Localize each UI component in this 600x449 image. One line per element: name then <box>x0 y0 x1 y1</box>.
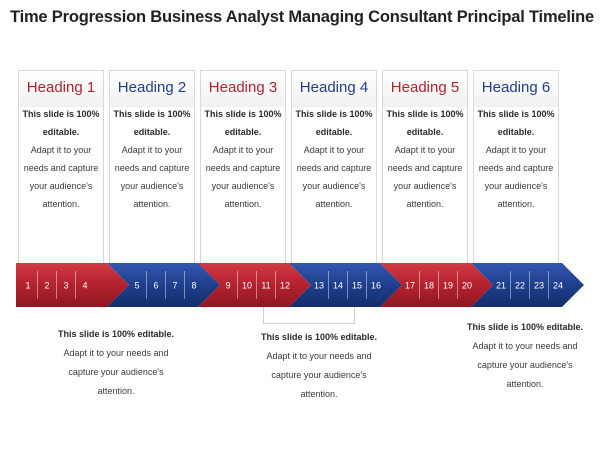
column-text: This slide is 100% editable. Adapt it to… <box>477 105 555 213</box>
bottom-note-2: This slide is 100% editable. Adapt it to… <box>256 328 382 404</box>
note-bold-text: This slide is 100% editable. <box>57 329 175 339</box>
column-text: This slide is 100% editable. Adapt it to… <box>113 105 191 213</box>
timeline-arrow-segment <box>198 263 311 307</box>
connector-bracket <box>263 305 355 324</box>
timeline-number: 2 <box>44 281 49 291</box>
timeline-number: 22 <box>515 281 525 291</box>
column-bold-text: This slide is 100% editable. <box>477 109 555 137</box>
timeline-number: 15 <box>352 281 362 291</box>
note-body-text: Adapt it to your needs and capture your … <box>63 348 169 396</box>
note-bold-text: This slide is 100% editable. <box>466 322 584 332</box>
timeline-arrow-segment <box>107 263 220 307</box>
column-bold-text: This slide is 100% editable. <box>386 109 464 137</box>
timeline-number: 24 <box>553 281 563 291</box>
column-body-text: Adapt it to your needs and capture your … <box>478 145 554 209</box>
timeline-column-2: Heading 2 This slide is 100% editable. A… <box>109 70 195 280</box>
timeline-number: 14 <box>333 281 343 291</box>
timeline-number: 17 <box>405 281 415 291</box>
column-text: This slide is 100% editable. Adapt it to… <box>204 105 282 213</box>
note-body-text: Adapt it to your needs and capture your … <box>472 341 578 389</box>
page-title: Time Progression Business Analyst Managi… <box>10 8 595 26</box>
column-bold-text: This slide is 100% editable. <box>113 109 191 137</box>
timeline-column-4: Heading 4 This slide is 100% editable. A… <box>291 70 377 280</box>
timeline-number: 16 <box>371 281 381 291</box>
column-text: This slide is 100% editable. Adapt it to… <box>295 105 373 213</box>
column-body-text: Adapt it to your needs and capture your … <box>23 145 99 209</box>
timeline-number: 3 <box>63 281 68 291</box>
column-heading: Heading 3 <box>201 71 285 107</box>
timeline-number: 11 <box>261 281 270 291</box>
timeline-number: 13 <box>314 281 324 291</box>
timeline-arrow-segment <box>289 263 402 307</box>
timeline-number: 9 <box>225 281 230 291</box>
bottom-note-1: This slide is 100% editable. Adapt it to… <box>55 325 177 401</box>
timeline-number: 5 <box>134 281 139 291</box>
timeline-number: 19 <box>443 281 453 291</box>
column-heading: Heading 4 <box>292 71 376 107</box>
timeline-number: 6 <box>153 281 158 291</box>
timeline-column-5: Heading 5 This slide is 100% editable. A… <box>382 70 468 280</box>
column-text: This slide is 100% editable. Adapt it to… <box>386 105 464 213</box>
column-heading: Heading 5 <box>383 71 467 107</box>
column-heading: Heading 1 <box>19 71 103 107</box>
timeline-column-6: Heading 6 This slide is 100% editable. A… <box>473 70 559 280</box>
timeline-number: 12 <box>280 281 290 291</box>
column-bold-text: This slide is 100% editable. <box>204 109 282 137</box>
timeline-number: 18 <box>424 281 434 291</box>
column-bold-text: This slide is 100% editable. <box>22 109 100 137</box>
note-bold-text: This slide is 100% editable. <box>260 332 378 342</box>
column-body-text: Adapt it to your needs and capture your … <box>205 145 281 209</box>
timeline-arrow-band: 1 2 3 4 5 6 7 8 9 10 11 12 13 14 15 16 17 18 19 20 21 22 23 24 <box>16 263 584 307</box>
timeline-number: 8 <box>191 281 196 291</box>
column-bold-text: This slide is 100% editable. <box>295 109 373 137</box>
timeline-arrow-segment <box>471 263 584 307</box>
timeline-arrow-segment <box>380 263 493 307</box>
timeline-arrow-segment <box>16 263 129 307</box>
column-heading: Heading 6 <box>474 71 558 107</box>
note-body-text: Adapt it to your needs and capture your … <box>266 351 372 399</box>
timeline-number: 4 <box>82 281 87 291</box>
timeline-column-3: Heading 3 This slide is 100% editable. A… <box>200 70 286 280</box>
bottom-note-3: This slide is 100% editable. Adapt it to… <box>462 318 588 394</box>
timeline-number: 7 <box>172 281 177 291</box>
timeline-number: 20 <box>462 281 472 291</box>
column-text: This slide is 100% editable. Adapt it to… <box>22 105 100 213</box>
timeline-number: 1 <box>25 281 30 291</box>
timeline-number: 10 <box>242 281 252 291</box>
timeline-column-1: Heading 1 This slide is 100% editable. A… <box>18 70 104 280</box>
column-body-text: Adapt it to your needs and capture your … <box>296 145 372 209</box>
column-heading: Heading 2 <box>110 71 194 107</box>
timeline-number: 23 <box>534 281 544 291</box>
timeline-number: 21 <box>496 281 506 291</box>
column-body-text: Adapt it to your needs and capture your … <box>387 145 463 209</box>
column-body-text: Adapt it to your needs and capture your … <box>114 145 190 209</box>
